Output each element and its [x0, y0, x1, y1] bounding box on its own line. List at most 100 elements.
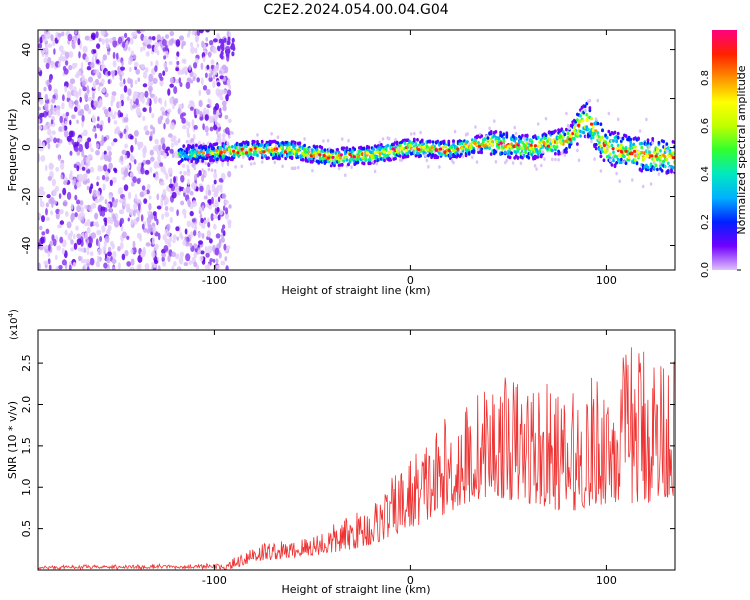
- heatmap-noise-point: [40, 190, 46, 196]
- heatmap-noise-point: [204, 125, 209, 133]
- heatmap-signal-point: [323, 148, 327, 152]
- heatmap-noise-point: [193, 108, 197, 117]
- heatmap-noise-point: [50, 34, 54, 42]
- heatmap-noise-point: [198, 89, 202, 96]
- heatmap-halo-point: [344, 173, 347, 177]
- heatmap-halo-point: [615, 171, 618, 176]
- heatmap-noise-point: [116, 52, 119, 60]
- heatmap-noise-point: [76, 181, 82, 188]
- heatmap-noise-point: [208, 51, 212, 58]
- heatmap-signal-point: [599, 154, 603, 159]
- heatmap-signal-point: [646, 165, 650, 170]
- heatmap-ridge-point: [326, 156, 331, 160]
- heatmap-noise-point: [83, 154, 86, 163]
- heatmap-noise-point: [127, 88, 132, 96]
- heatmap-noise-point: [102, 54, 108, 61]
- heatmap-signal-point: [326, 152, 330, 156]
- heatmap-noise-point: [114, 127, 120, 134]
- heatmap-halo-point: [337, 166, 341, 171]
- heatmap-noise-point: [147, 97, 150, 105]
- heatmap-signal-point: [618, 145, 622, 150]
- heatmap-noise-point: [181, 43, 184, 50]
- heatmap-signal-point: [585, 125, 589, 129]
- heatmap-signal-point: [182, 144, 186, 149]
- heatmap-noise-point: [120, 241, 124, 250]
- heatmap-noise-point: [92, 81, 97, 90]
- heatmap-noise-point: [61, 248, 65, 255]
- heatmap-halo-point: [281, 164, 284, 169]
- heatmap-noise-point: [141, 185, 146, 191]
- heatmap-ridge-point: [240, 147, 244, 151]
- heatmap-noise-point: [147, 223, 152, 229]
- heatmap-noise-point: [145, 51, 150, 57]
- heatmap-signal-point: [576, 118, 579, 122]
- heatmap-noise-point: [112, 40, 118, 48]
- heatmap-signal-point: [347, 162, 350, 167]
- heatmap-noise-point: [149, 105, 152, 114]
- heatmap-noise-point: [52, 39, 56, 47]
- heatmap-noise-point: [121, 41, 126, 48]
- heatmap-noise-point: [98, 197, 102, 203]
- heatmap-halo-point: [543, 157, 546, 161]
- heatmap-signal-point: [514, 136, 518, 141]
- heatmap-noise-point: [87, 108, 92, 115]
- heatmap-halo-point: [373, 169, 377, 174]
- heatmap-noise-point: [113, 120, 118, 125]
- heatmap-noise-point: [85, 55, 89, 63]
- heatmap-noise-point: [74, 146, 79, 152]
- heatmap-noise-point: [48, 264, 52, 270]
- heatmap-noise-point: [178, 104, 183, 109]
- heatmap-signal-point: [516, 155, 520, 160]
- heatmap-noise-point: [168, 61, 173, 65]
- heatmap-signal-point: [544, 133, 548, 137]
- heatmap-noise-point: [209, 126, 214, 132]
- heatmap-ridge-point: [318, 153, 322, 157]
- heatmap-ridge-point: [305, 153, 309, 157]
- heatmap-noise-point: [220, 260, 226, 266]
- heatmap-noise-point: [42, 124, 48, 131]
- heatmap-signal-point: [430, 149, 433, 154]
- heatmap-noise-point: [51, 234, 55, 242]
- heatmap-noise-point: [126, 164, 131, 170]
- heatmap-signal-point: [634, 154, 637, 158]
- heatmap-halo-point: [638, 129, 642, 133]
- heatmap-noise-point: [188, 100, 194, 105]
- heatmap-noise-point: [214, 69, 218, 76]
- heatmap-noise-point: [227, 48, 231, 54]
- heatmap-noise-point: [133, 202, 138, 211]
- heatmap-signal-point: [576, 132, 579, 136]
- snr-frame: [37, 329, 676, 571]
- heatmap-halo-point: [533, 164, 537, 168]
- heatmap-noise-point: [76, 119, 79, 124]
- heatmap-ridge-point: [348, 152, 352, 156]
- heatmap-halo-point: [652, 160, 656, 165]
- heatmap-noise-point: [222, 137, 226, 144]
- heatmap-noise-point: [151, 237, 156, 245]
- heatmap-signal-point: [596, 121, 600, 126]
- heatmap-noise-point: [96, 43, 101, 49]
- snr-axes: -100 0 100 0.5 1.0 1.5 2.0 2.5: [20, 330, 675, 587]
- heatmap-noise-point: [52, 107, 58, 116]
- heatmap-noise-point: [182, 124, 187, 130]
- heatmap-signal-point: [276, 151, 280, 156]
- heatmap-ridge-point: [309, 154, 313, 158]
- heatmap-noise-point: [128, 56, 134, 62]
- heatmap-noise-point: [40, 47, 46, 55]
- heatmap-noise-point: [119, 93, 125, 102]
- heatmap-signal-point: [480, 147, 484, 151]
- heatmap-noise-point: [84, 35, 90, 41]
- heatmap-y-tick-label: 0: [20, 144, 33, 151]
- heatmap-noise-point: [180, 200, 185, 206]
- heatmap-noise-point: [89, 251, 94, 257]
- heatmap-ridge-point: [270, 148, 274, 152]
- heatmap-noise-point: [153, 45, 158, 54]
- heatmap-noise-point: [220, 54, 224, 60]
- heatmap-noise-point: [163, 152, 167, 159]
- heatmap-noise-point: [39, 112, 45, 118]
- heatmap-signal-point: [585, 112, 589, 117]
- heatmap-noise-point: [73, 233, 76, 240]
- heatmap-noise-point: [169, 30, 175, 37]
- heatmap-signal-point: [521, 133, 524, 138]
- heatmap-noise-point: [169, 122, 175, 130]
- heatmap-noise-point: [70, 213, 75, 221]
